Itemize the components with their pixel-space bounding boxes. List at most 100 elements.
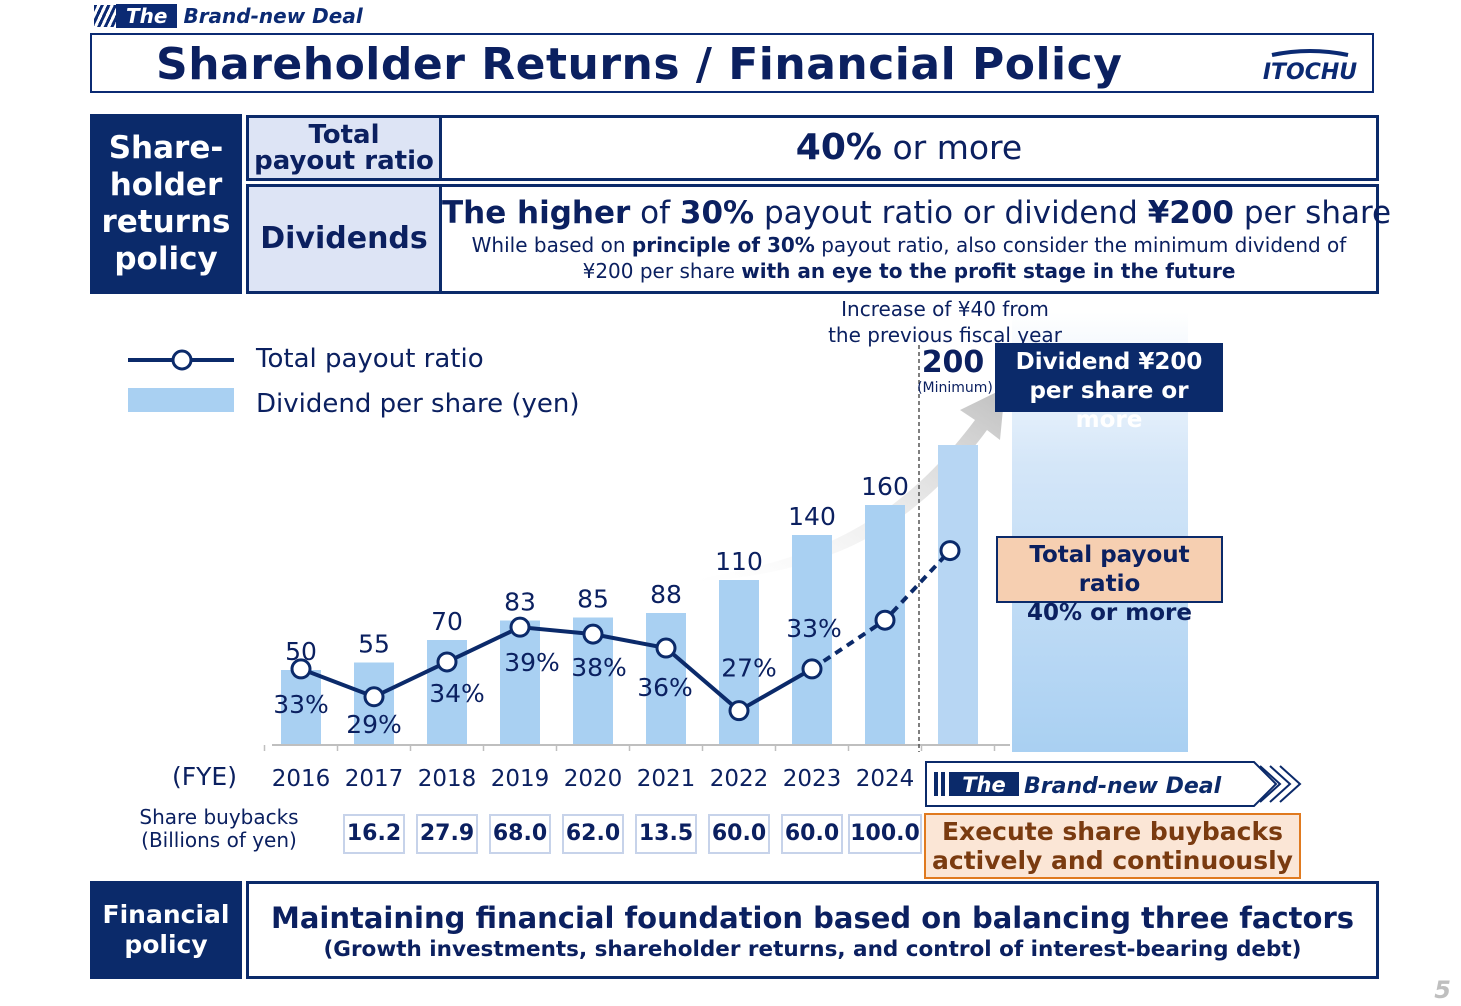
- bar-label-2019: 83: [504, 588, 536, 617]
- payout-label-2019: 39%: [504, 648, 560, 677]
- dividend-box-line1: Dividend ¥200: [1015, 349, 1203, 375]
- minimum-label: (Minimum): [917, 380, 993, 396]
- execute-line1: Execute share buybacks: [941, 817, 1283, 846]
- dividends-line2: While based on principle of 30% payout r…: [442, 233, 1376, 257]
- chevron-icon: [1259, 765, 1282, 803]
- payout-point-2018: [436, 651, 458, 673]
- buyback-value-2024: 100.0: [848, 814, 922, 854]
- x-tick-label-2018: 2018: [418, 766, 477, 792]
- legend-symbols: [128, 349, 234, 412]
- payout-box-line1: Total payout ratio: [1029, 542, 1190, 597]
- payout-point-2022: [728, 700, 750, 722]
- page-title: Shareholder Returns / Financial Policy: [156, 39, 1123, 90]
- payout-label-2016: 33%: [273, 690, 329, 719]
- buyback-value-2020: 62.0: [562, 814, 624, 854]
- payout-projection-point-1: [939, 540, 961, 562]
- chevron-icon-2: [1269, 765, 1292, 803]
- buyback-value-2018: 27.9: [416, 814, 478, 854]
- div-line1-t3: per share: [1233, 195, 1392, 231]
- payout-label-2021: 36%: [637, 673, 693, 702]
- bar-2021: [646, 613, 686, 745]
- brand-new-deal-banner: The Brand-new Deal: [925, 761, 1302, 807]
- page-number: 5: [1434, 976, 1451, 1004]
- buyback-value-2017: 16.2: [343, 814, 405, 854]
- financial-policy-label: Financial policy: [90, 881, 242, 979]
- title-box: Shareholder Returns / Financial Policy I…: [90, 33, 1374, 93]
- chevron-icon-3: [1279, 765, 1302, 803]
- payout-projection-point-0: [874, 609, 896, 631]
- payout-label-2023: 33%: [786, 614, 842, 643]
- payout-point-2017: [363, 686, 385, 708]
- increase-annotation: Increase of ¥40 from the previous fiscal…: [820, 296, 1070, 348]
- legend-bar-label: Dividend per share (yen): [256, 389, 580, 419]
- x-tick-label-2021: 2021: [637, 766, 696, 792]
- bar-2019: [500, 620, 540, 745]
- dividends-line1: The higher of 30% payout ratio or divide…: [442, 195, 1391, 231]
- bar-label-2024: 160: [861, 472, 909, 501]
- payout-point-2020: [582, 623, 604, 645]
- div-line1-t1: of: [630, 195, 680, 231]
- increase-line1: Increase of ¥40 from: [841, 297, 1049, 321]
- buyback-value-2022: 60.0: [708, 814, 770, 854]
- stripes-icon: [94, 5, 116, 27]
- bar-forecast: [938, 445, 978, 745]
- div-line1-bold1: The higher: [442, 195, 631, 231]
- div-line1-bold2: 30%: [679, 195, 755, 231]
- bar-2016: [281, 670, 321, 745]
- bar-label-2018: 70: [431, 607, 463, 636]
- execute-line2: actively and continuously: [932, 846, 1293, 875]
- dividends-line3: ¥200 per share with an eye to the profit…: [442, 259, 1376, 283]
- x-tick-label-2023: 2023: [783, 766, 842, 792]
- financial-line2: (Growth investments, shareholder returns…: [323, 937, 1302, 962]
- execute-buybacks-box: Execute share buybacks actively and cont…: [924, 813, 1301, 879]
- buyback-value-2023: 60.0: [781, 814, 843, 854]
- bar-label-2016: 50: [285, 637, 317, 666]
- financial-policy-cell: Maintaining financial foundation based o…: [246, 881, 1379, 979]
- financial-line1: Maintaining financial foundation based o…: [270, 901, 1355, 935]
- bar-label-forecast: 200: [922, 345, 985, 380]
- banner-the: The: [962, 773, 1006, 797]
- div-line2-bold1: principle of 30%: [631, 233, 815, 257]
- payout-box-line2: 40% or more: [1027, 600, 1192, 626]
- payout-point-2016: [290, 658, 312, 680]
- payout-target-box: Total payout ratio 40% or more: [996, 536, 1223, 626]
- banner-deal: Brand-new Deal: [1024, 774, 1222, 799]
- bar-label-2017: 55: [358, 630, 390, 659]
- bar-label-2021: 88: [650, 580, 682, 609]
- div-line1-t2: payout ratio or dividend: [754, 195, 1148, 231]
- tag-the: The: [116, 4, 178, 28]
- x-tick-label-2024: 2024: [856, 766, 915, 792]
- payout-value-bold: 40%: [795, 127, 882, 168]
- payout-value-rest: or more: [881, 128, 1023, 167]
- section-label-shareholder-returns: Share- holder returns policy: [90, 114, 242, 294]
- dividends-value-cell: The higher of 30% payout ratio or divide…: [439, 184, 1391, 294]
- label-total-payout-ratio: Total payout ratio: [246, 115, 442, 181]
- payout-point-2021: [655, 637, 677, 659]
- bar-label-2022: 110: [715, 547, 763, 576]
- payout-point-2019: [509, 616, 531, 638]
- fye-label: (FYE): [172, 762, 237, 791]
- legend-marker-icon: [171, 349, 193, 371]
- dividend-box-line2: per share or more: [1029, 378, 1189, 433]
- legend-line-label: Total payout ratio: [256, 344, 484, 374]
- logo-text: ITOCHU: [1263, 60, 1357, 85]
- payout-label-2018: 34%: [429, 679, 485, 708]
- buybacks-label-line2: (Billions of yen): [141, 828, 297, 852]
- payout-point-2023: [801, 658, 823, 680]
- bar-label-2020: 85: [577, 585, 609, 614]
- itochu-logo-icon: ITOCHU: [1263, 49, 1357, 85]
- x-tick-label-2019: 2019: [491, 766, 550, 792]
- x-tick-label-2016: 2016: [272, 766, 331, 792]
- brand-new-deal-tag: The Brand-new Deal: [94, 4, 363, 28]
- div-line3-bold1: with an eye to the profit stage in the f…: [741, 259, 1236, 283]
- payout-value-cell: 40% or more: [439, 115, 1379, 181]
- payout-label-2022: 27%: [721, 654, 777, 683]
- div-line1-bold3: ¥200: [1147, 195, 1234, 231]
- x-tick-label-2022: 2022: [710, 766, 769, 792]
- label-dividends: Dividends: [246, 184, 442, 294]
- bar-2023: [792, 535, 832, 745]
- x-tick-label-2020: 2020: [564, 766, 623, 792]
- div-line2-t1: While based on: [471, 233, 632, 257]
- dividend-target-box: Dividend ¥200 per share or more: [995, 343, 1223, 433]
